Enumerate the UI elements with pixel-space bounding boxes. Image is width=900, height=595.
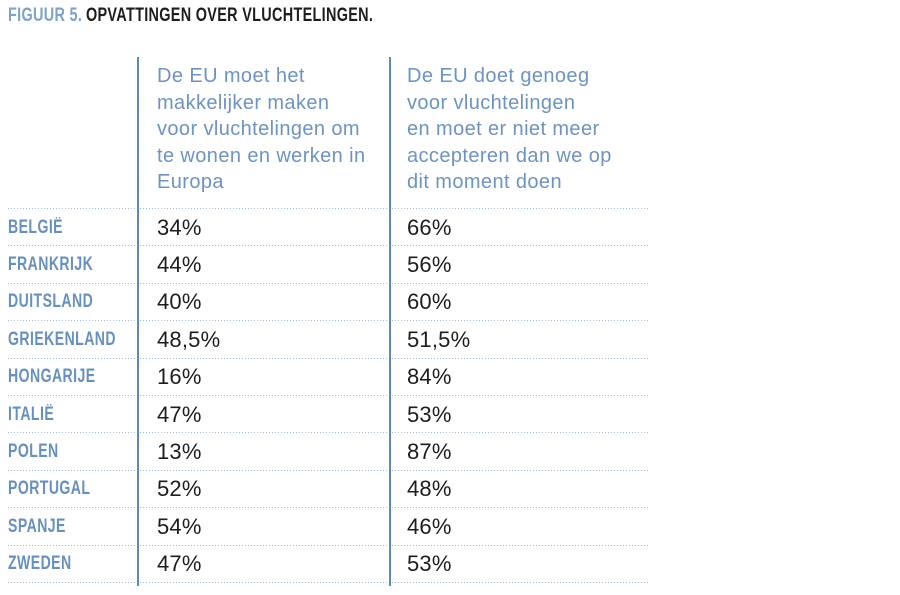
country-cell: PORTUGAL [8, 478, 137, 500]
table-row: PORTUGAL 52% 48% [8, 471, 648, 509]
value-col2: 84% [407, 364, 452, 390]
value-col1: 13% [157, 439, 202, 465]
country-label: PORTUGAL [8, 478, 91, 500]
value-col1: 34% [157, 214, 202, 240]
table-row: HONGARIJE 16% 84% [8, 359, 648, 397]
table-row: ITALIË 47% 53% [8, 396, 648, 434]
table-row: POLEN 13% 87% [8, 433, 648, 472]
country-cell: DUITSLAND [8, 291, 137, 313]
country-label: DUITSLAND [8, 291, 94, 313]
country-cell: HONGARIJE [8, 366, 137, 388]
figure-label: FIGUUR 5. [8, 5, 83, 26]
country-cell: GRIEKENLAND [8, 329, 137, 351]
column-header-make-easier: De EU moet het makkelijker maken voor vl… [157, 65, 366, 193]
value-col1: 47% [157, 551, 202, 577]
table-row: GRIEKENLAND 48,5% 51,5% [8, 321, 648, 359]
value-col2: 60% [407, 289, 452, 315]
country-cell: SPANJE [8, 516, 137, 538]
country-cell: POLEN [8, 441, 137, 463]
column-divider-2 [389, 57, 391, 586]
value-col2: 56% [407, 252, 452, 278]
country-label: ITALIË [8, 403, 55, 425]
table-header-row: De EU moet het makkelijker maken voor vl… [8, 57, 648, 209]
table-row: SPANJE 54% 46% [8, 508, 648, 546]
column-header-doing-enough: De EU doet genoeg voor vluchtelingen en … [407, 65, 612, 193]
country-label: POLEN [8, 441, 59, 463]
table-row: ZWEDEN 47% 53% [8, 546, 648, 584]
country-cell: BELGIË [8, 217, 137, 239]
country-label: FRANKRIJK [8, 254, 94, 276]
figure-title-text: OPVATTINGEN OVER VLUCHTELINGEN. [85, 5, 374, 26]
column-divider-1 [137, 57, 139, 586]
country-label: SPANJE [8, 515, 66, 537]
data-table: De EU moet het makkelijker maken voor vl… [8, 57, 648, 586]
figure-title: FIGUUR 5. OPVATTINGEN OVER VLUCHTELINGEN. [8, 5, 373, 27]
value-col1: 47% [157, 401, 202, 427]
value-col1: 52% [157, 476, 202, 502]
country-cell: ZWEDEN [8, 553, 137, 575]
country-label: HONGARIJE [8, 366, 96, 388]
value-col1: 54% [157, 513, 202, 539]
value-col2: 51,5% [407, 326, 471, 352]
value-col2: 87% [407, 439, 452, 465]
table-row: DUITSLAND 40% 60% [8, 284, 648, 322]
country-cell: ITALIË [8, 404, 137, 426]
value-col1: 40% [157, 289, 202, 315]
value-col2: 53% [407, 401, 452, 427]
country-label: ZWEDEN [8, 553, 72, 575]
value-col2: 53% [407, 551, 452, 577]
country-cell: FRANKRIJK [8, 254, 137, 276]
value-col2: 46% [407, 513, 452, 539]
value-col2: 66% [407, 214, 452, 240]
country-label: GRIEKENLAND [8, 328, 116, 350]
table-row: BELGIË 34% 66% [8, 209, 648, 247]
header-spacer [8, 57, 137, 209]
table-row: FRANKRIJK 44% 56% [8, 246, 648, 285]
value-col1: 48,5% [157, 326, 221, 352]
value-col1: 16% [157, 364, 202, 390]
country-label: BELGIË [8, 216, 64, 238]
value-col2: 48% [407, 476, 452, 502]
value-col1: 44% [157, 252, 202, 278]
table-rows: BELGIË 34% 66% FRANKRIJK 44% 56% DUITSLA… [8, 209, 648, 584]
